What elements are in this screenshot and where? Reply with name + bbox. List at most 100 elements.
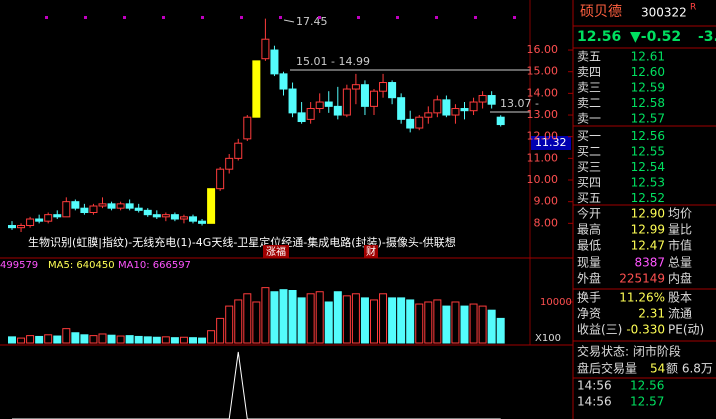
volume-bar	[424, 301, 433, 344]
candle-body	[98, 203, 107, 207]
volume-bar	[125, 335, 134, 344]
stat-value: 11.26%	[619, 291, 665, 305]
candle-body	[44, 214, 53, 222]
candle-body	[342, 88, 351, 116]
volume-bar	[161, 336, 170, 344]
status: 交易状态: 闭市阶段	[577, 344, 681, 359]
candle-body	[225, 157, 234, 170]
candle-body	[324, 101, 333, 107]
book-label: 买四	[577, 176, 601, 190]
book-price: 12.57	[631, 112, 665, 126]
candle-body	[35, 218, 44, 222]
marker-dot	[123, 16, 126, 19]
candle-body	[379, 82, 388, 92]
y-tick-label: 8.00	[534, 216, 559, 229]
tag-box	[263, 245, 289, 258]
annotation-line	[283, 19, 295, 23]
volume-bar	[134, 335, 143, 344]
candle-body	[252, 60, 261, 118]
marker-dot	[45, 16, 48, 19]
candle-body	[89, 205, 98, 214]
volume-bar	[433, 299, 442, 344]
quote-panel: 硕贝德 300322 R 12.56 ▼-0.52 -3. 交易状态: 闭市阶段…	[573, 3, 716, 379]
candle-body	[189, 216, 197, 222]
candle-body	[442, 99, 451, 116]
volume-bar	[315, 291, 324, 344]
y-tick-label: 11.00	[527, 151, 559, 164]
candle-body	[198, 220, 207, 224]
volume-bar	[351, 293, 360, 344]
price-marker-box	[531, 136, 571, 150]
volume-bar	[279, 289, 288, 344]
change-pct: -3.	[698, 29, 716, 45]
candle-body	[107, 203, 116, 209]
volume-bar	[397, 297, 406, 344]
volume-bar	[252, 301, 261, 344]
candle-body	[170, 214, 179, 220]
stat-label: 换手	[577, 291, 601, 305]
marker-dot	[201, 16, 204, 19]
candle-body	[478, 95, 487, 103]
last-price: 12.56	[577, 29, 621, 45]
book-price: 12.60	[631, 65, 665, 79]
candle-body	[315, 101, 324, 110]
candle-body	[26, 218, 35, 227]
stat-value: 8387	[634, 256, 665, 270]
y-tick-label: 13.00	[527, 108, 559, 121]
book-label: 买一	[577, 129, 601, 143]
volume-bar	[234, 299, 243, 344]
stat-value: 12.90	[631, 207, 665, 221]
volume-bar	[98, 333, 107, 344]
candle-body	[388, 82, 397, 99]
stat-label: 净资	[577, 307, 601, 321]
marker-dot	[84, 16, 87, 19]
volume-legend: MA5: 640450	[48, 260, 115, 271]
book-price: 12.54	[631, 160, 665, 174]
candle-body	[53, 214, 62, 218]
marker-dot	[279, 16, 282, 19]
candle-body	[234, 142, 243, 159]
book-label: 卖三	[577, 81, 601, 95]
badge: R	[690, 3, 696, 13]
volume-bar	[442, 305, 451, 344]
volume-bar	[306, 293, 315, 344]
price-marker: 11.32	[535, 136, 567, 149]
stat-value: 12.47	[631, 239, 665, 253]
volume-bar	[333, 291, 342, 344]
book-price: 12.53	[631, 176, 665, 190]
volume-bar	[179, 336, 188, 344]
stock-code: 300322	[641, 6, 687, 20]
stat-label: 内盘	[668, 271, 692, 286]
volume-bar	[324, 301, 333, 344]
candle-body	[179, 216, 188, 220]
volume-bar	[116, 335, 125, 344]
stat-label: 收益(三)	[577, 323, 622, 337]
tag-box	[364, 245, 378, 258]
stat-value: 12.99	[631, 223, 665, 237]
volume-bar	[270, 291, 279, 344]
book-price: 12.58	[631, 96, 665, 110]
stat-label: 现量	[577, 256, 601, 270]
volume-legend: 499579	[0, 260, 38, 271]
book-label: 卖四	[577, 65, 601, 79]
volume-bar	[451, 301, 460, 344]
annotation: 17.45	[296, 15, 328, 28]
candle-body	[351, 84, 360, 90]
marker-dot	[396, 16, 399, 19]
tick-price: 12.56	[630, 379, 664, 393]
candle-body	[62, 201, 71, 218]
candle-body	[143, 209, 152, 216]
marker-dot	[240, 16, 243, 19]
stat-value: -0.330	[626, 323, 665, 337]
volume-bar	[415, 303, 424, 344]
book-price: 12.61	[631, 50, 665, 64]
volume-bar	[8, 336, 16, 344]
tick-price: 12.57	[630, 395, 664, 409]
volume-bar	[44, 334, 53, 344]
concept-text: 生物识别(虹膜|指纹)-无线充电(1)-4G天线-卫星定位经通-集成电路(封装)…	[28, 235, 456, 249]
volume-bar	[243, 293, 252, 344]
stat-label: 市值	[668, 238, 692, 253]
candle-body	[297, 112, 306, 123]
candle-body	[469, 101, 478, 112]
